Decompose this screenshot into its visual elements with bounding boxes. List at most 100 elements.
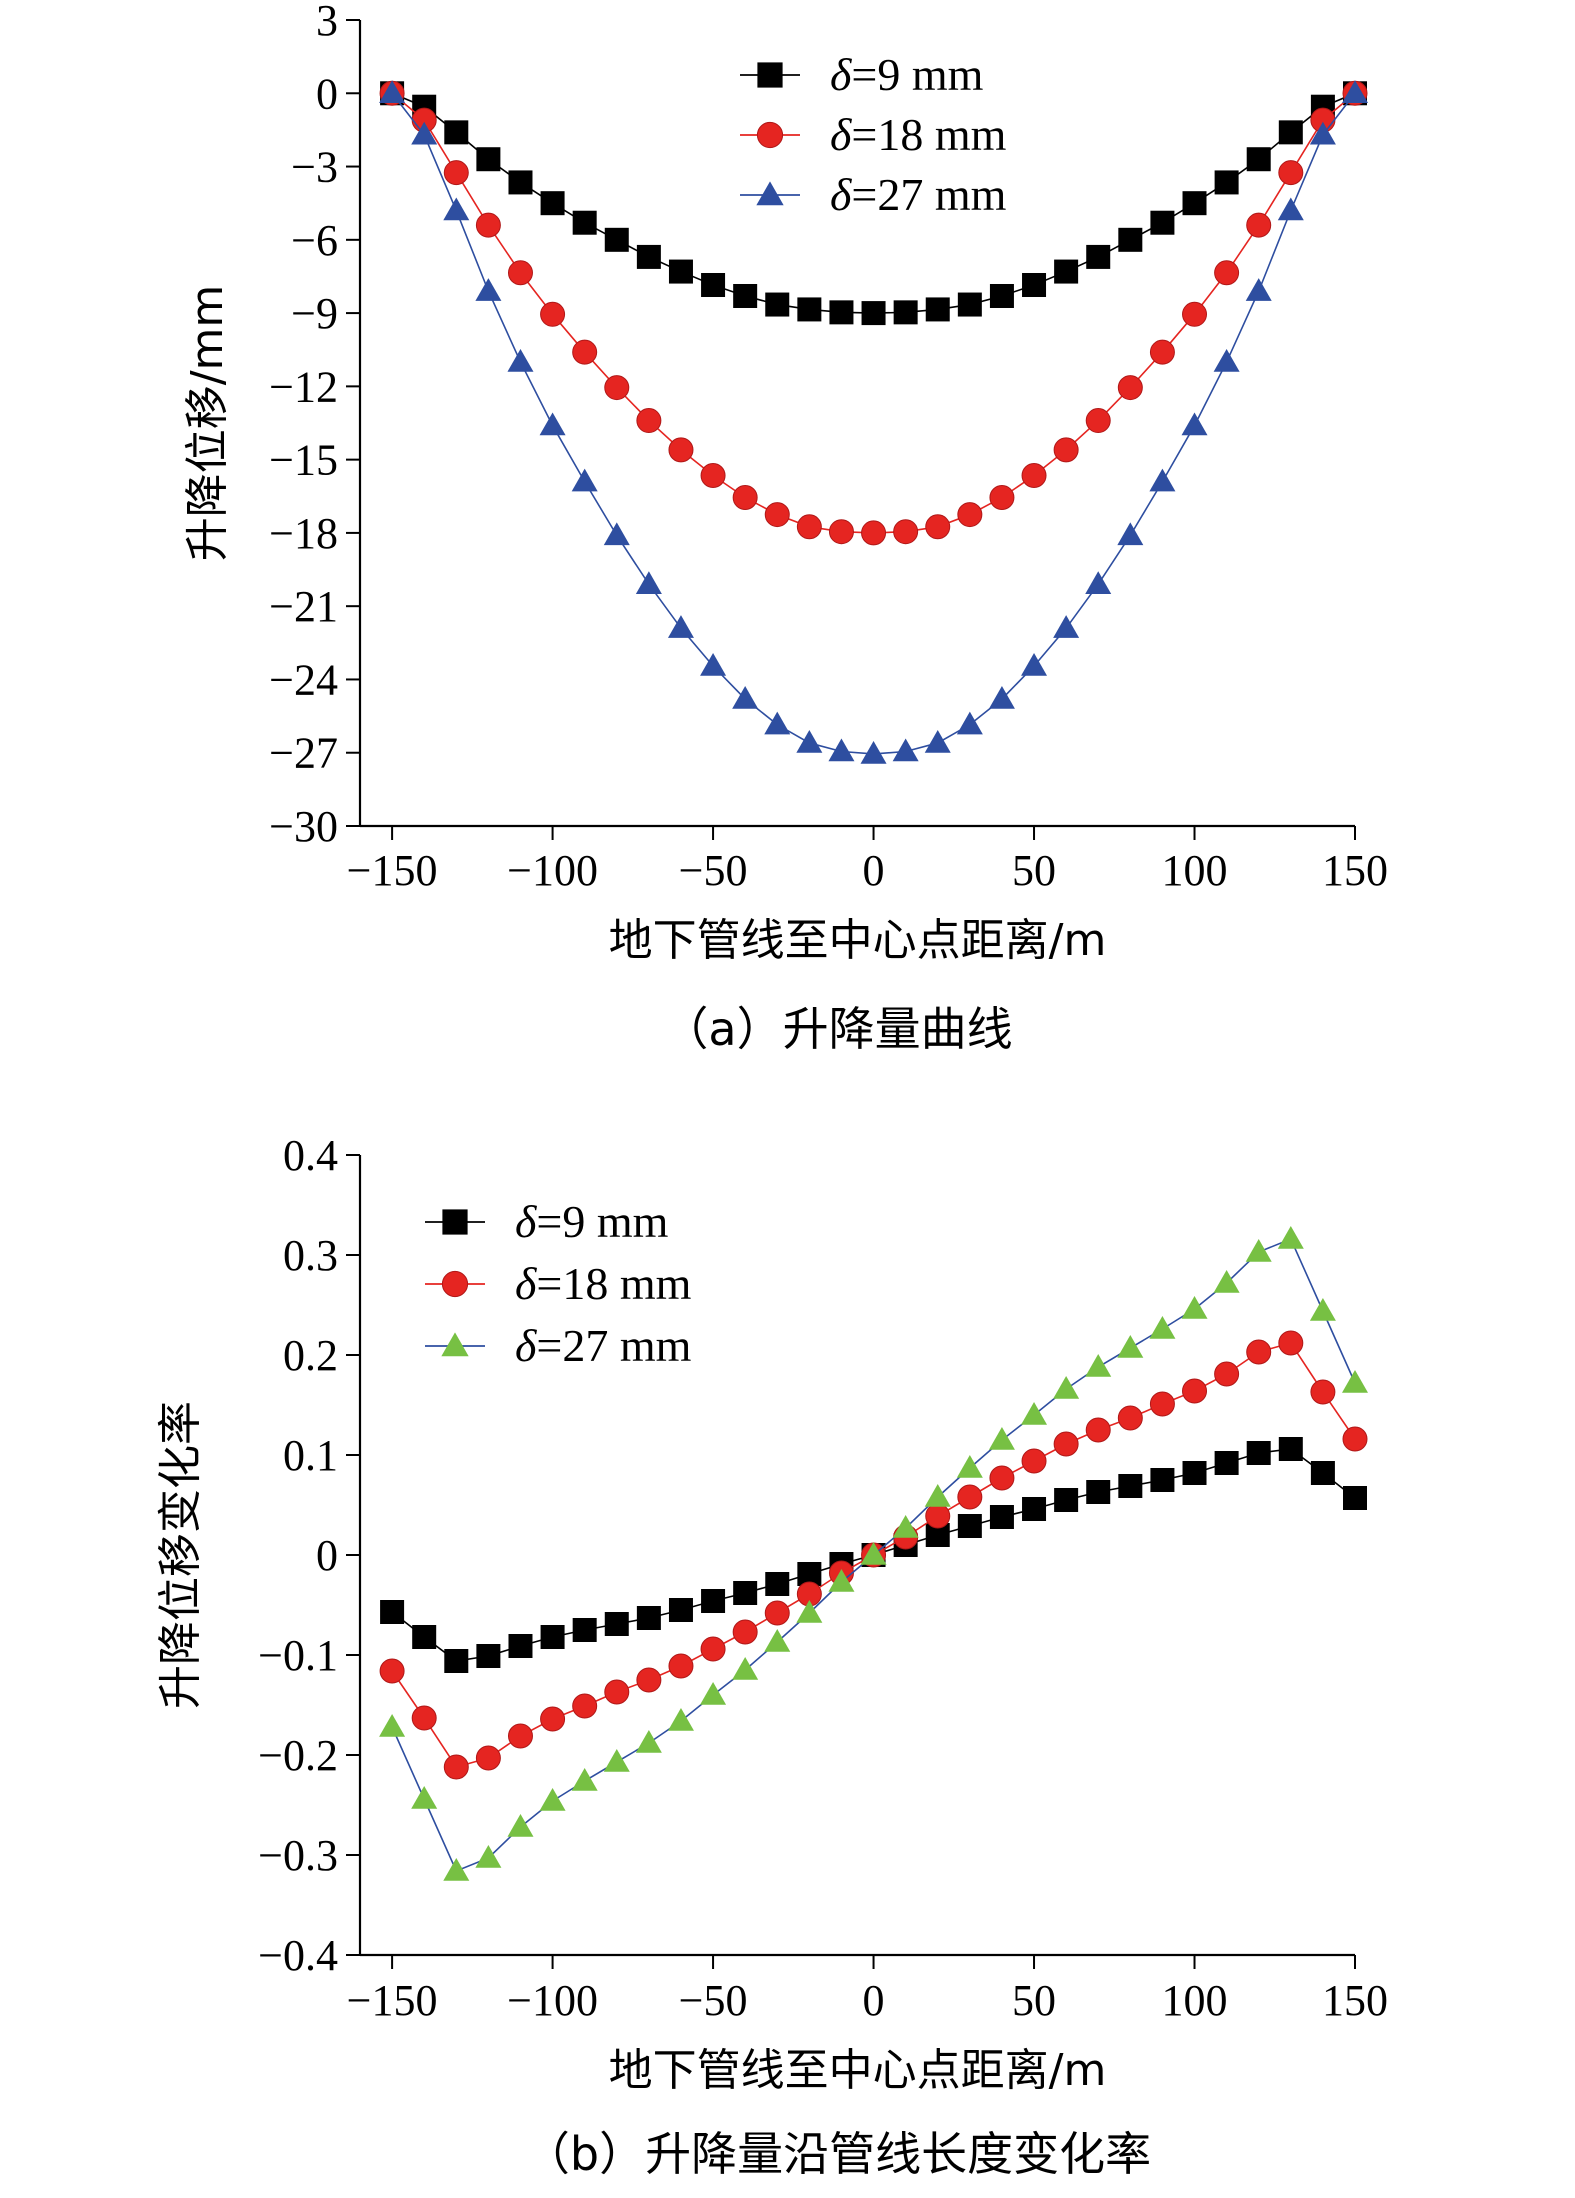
x-tick-label: 150 (1322, 1976, 1388, 2025)
data-point (732, 685, 759, 709)
data-point (1278, 1330, 1304, 1356)
data-point (444, 120, 469, 145)
legend-label: δ=27 mm (830, 169, 1007, 220)
y-tick-label: −24 (269, 655, 338, 704)
data-point (668, 437, 694, 463)
data-point (925, 514, 951, 540)
x-tick-label: −150 (347, 846, 438, 895)
legend-symbol: δ (515, 1196, 537, 1247)
data-point (860, 740, 887, 764)
data-point (604, 227, 629, 252)
data-point (700, 1682, 727, 1705)
data-point (700, 653, 727, 676)
data-point (1053, 1431, 1079, 1457)
data-point (1214, 170, 1239, 195)
y-tick-label: −0.1 (258, 1631, 338, 1680)
data-point (1213, 348, 1240, 372)
data-point (1278, 120, 1303, 145)
data-point (539, 412, 566, 436)
data-point (860, 1542, 887, 1565)
legend-entry-1: δ=9 mm (425, 1196, 669, 1247)
data-point (701, 273, 726, 298)
data-point (701, 1589, 726, 1613)
data-point (603, 522, 630, 546)
data-point (1278, 160, 1304, 186)
data-point (1182, 301, 1208, 327)
legend-value: =27 mm (851, 169, 1006, 220)
data-point (989, 484, 1015, 510)
data-point (700, 1636, 726, 1662)
data-point (411, 121, 438, 145)
data-point (507, 348, 534, 372)
data-point (1277, 1226, 1304, 1249)
data-point (1085, 1417, 1111, 1443)
x-tick-label: 150 (1322, 846, 1388, 895)
y-tick-label: −30 (269, 802, 338, 851)
y-tick-label: −12 (269, 362, 338, 411)
legend-entry-3: δ=27 mm (740, 169, 1007, 220)
data-point (1117, 375, 1143, 401)
legend-symbol: δ (830, 109, 852, 160)
data-point (1021, 463, 1047, 489)
data-point (764, 1600, 790, 1626)
data-point (957, 1484, 983, 1510)
x-tick-label: −50 (679, 846, 748, 895)
data-point (476, 147, 501, 172)
data-point (476, 1644, 501, 1668)
data-point (700, 463, 726, 489)
y-tick-label: −15 (269, 436, 338, 485)
data-point (1053, 1376, 1080, 1399)
y-tick-label: 0.3 (283, 1231, 338, 1280)
y-axis-title: 升降位移/mm (182, 285, 233, 562)
data-point (444, 1649, 469, 1673)
data-point (764, 1629, 791, 1652)
data-point (988, 1427, 1015, 1450)
series-1 (380, 1437, 1367, 1673)
data-point (443, 1858, 470, 1881)
data-point (475, 278, 502, 301)
data-point (636, 408, 662, 434)
data-point (1342, 1426, 1368, 1452)
data-point (636, 244, 661, 269)
legend-marker (442, 1209, 468, 1235)
data-point (828, 1569, 855, 1592)
panel-caption: （a）升降量曲线 (662, 1002, 1012, 1056)
data-point (1054, 259, 1079, 284)
y-tick-label: −0.3 (258, 1831, 338, 1880)
y-tick-label: 0 (316, 69, 338, 118)
data-point (1149, 1316, 1176, 1339)
y-tick-label: −0.2 (258, 1731, 338, 1780)
data-point (1309, 121, 1336, 145)
y-tick-label: 3 (316, 0, 338, 45)
data-point (668, 1653, 694, 1679)
data-point (507, 1723, 533, 1749)
data-point (635, 1730, 662, 1753)
data-point (475, 1845, 502, 1868)
data-point (667, 1708, 694, 1731)
data-point (796, 729, 823, 753)
data-point (829, 300, 854, 325)
data-point (924, 729, 951, 753)
data-point (1181, 412, 1208, 436)
data-point (892, 1515, 919, 1538)
data-point (924, 1484, 951, 1507)
data-point (828, 519, 854, 545)
data-point (603, 1749, 630, 1772)
y-tick-label: −27 (269, 729, 338, 778)
y-tick-label: −9 (291, 289, 338, 338)
y-tick-label: 0.1 (283, 1431, 338, 1480)
data-point (1343, 1486, 1367, 1510)
data-point (1309, 1298, 1336, 1321)
data-point (1117, 522, 1144, 546)
data-point (411, 1786, 438, 1809)
legend-marker (756, 181, 784, 206)
x-tick-label: 0 (863, 1976, 885, 2025)
data-point (411, 1705, 437, 1731)
data-point (796, 514, 822, 540)
data-point (732, 484, 758, 510)
data-point (539, 1788, 566, 1811)
legend-marker (757, 62, 783, 88)
data-point (1246, 1339, 1272, 1365)
data-point (1085, 1354, 1112, 1377)
data-point (765, 292, 790, 317)
